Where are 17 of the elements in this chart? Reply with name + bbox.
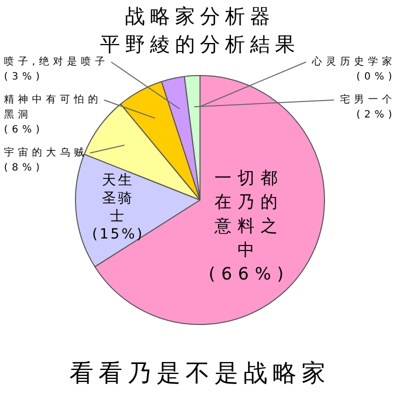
data-label: (3%) (4, 72, 44, 83)
slice-label: 喷子,绝对是喷子 (4, 56, 110, 68)
slice-label: 精神中有可怕的黑洞 (4, 94, 102, 121)
data-label: (15%) (92, 226, 144, 242)
category-label: 心灵历史学家 (312, 56, 396, 68)
data-label: (2%) (356, 110, 396, 121)
slice-label: 宅男一个 (340, 94, 396, 106)
slice-label: 一切都在乃的意料之中 (214, 168, 284, 260)
data-label: (66%) (208, 264, 290, 284)
slice-label: 天生圣骑士 (102, 172, 134, 224)
chart-subtitle: 平野綾的分析結果 (100, 32, 300, 56)
text: (0%) (356, 72, 396, 83)
text: 看看乃是不是战略家 (70, 359, 330, 388)
slice-label: 宇宙的大乌贼 (4, 146, 88, 159)
chart-title: 战略家分析器 (125, 4, 275, 28)
data-label: (8%) (4, 162, 44, 174)
data-label: (6%) (4, 124, 44, 136)
